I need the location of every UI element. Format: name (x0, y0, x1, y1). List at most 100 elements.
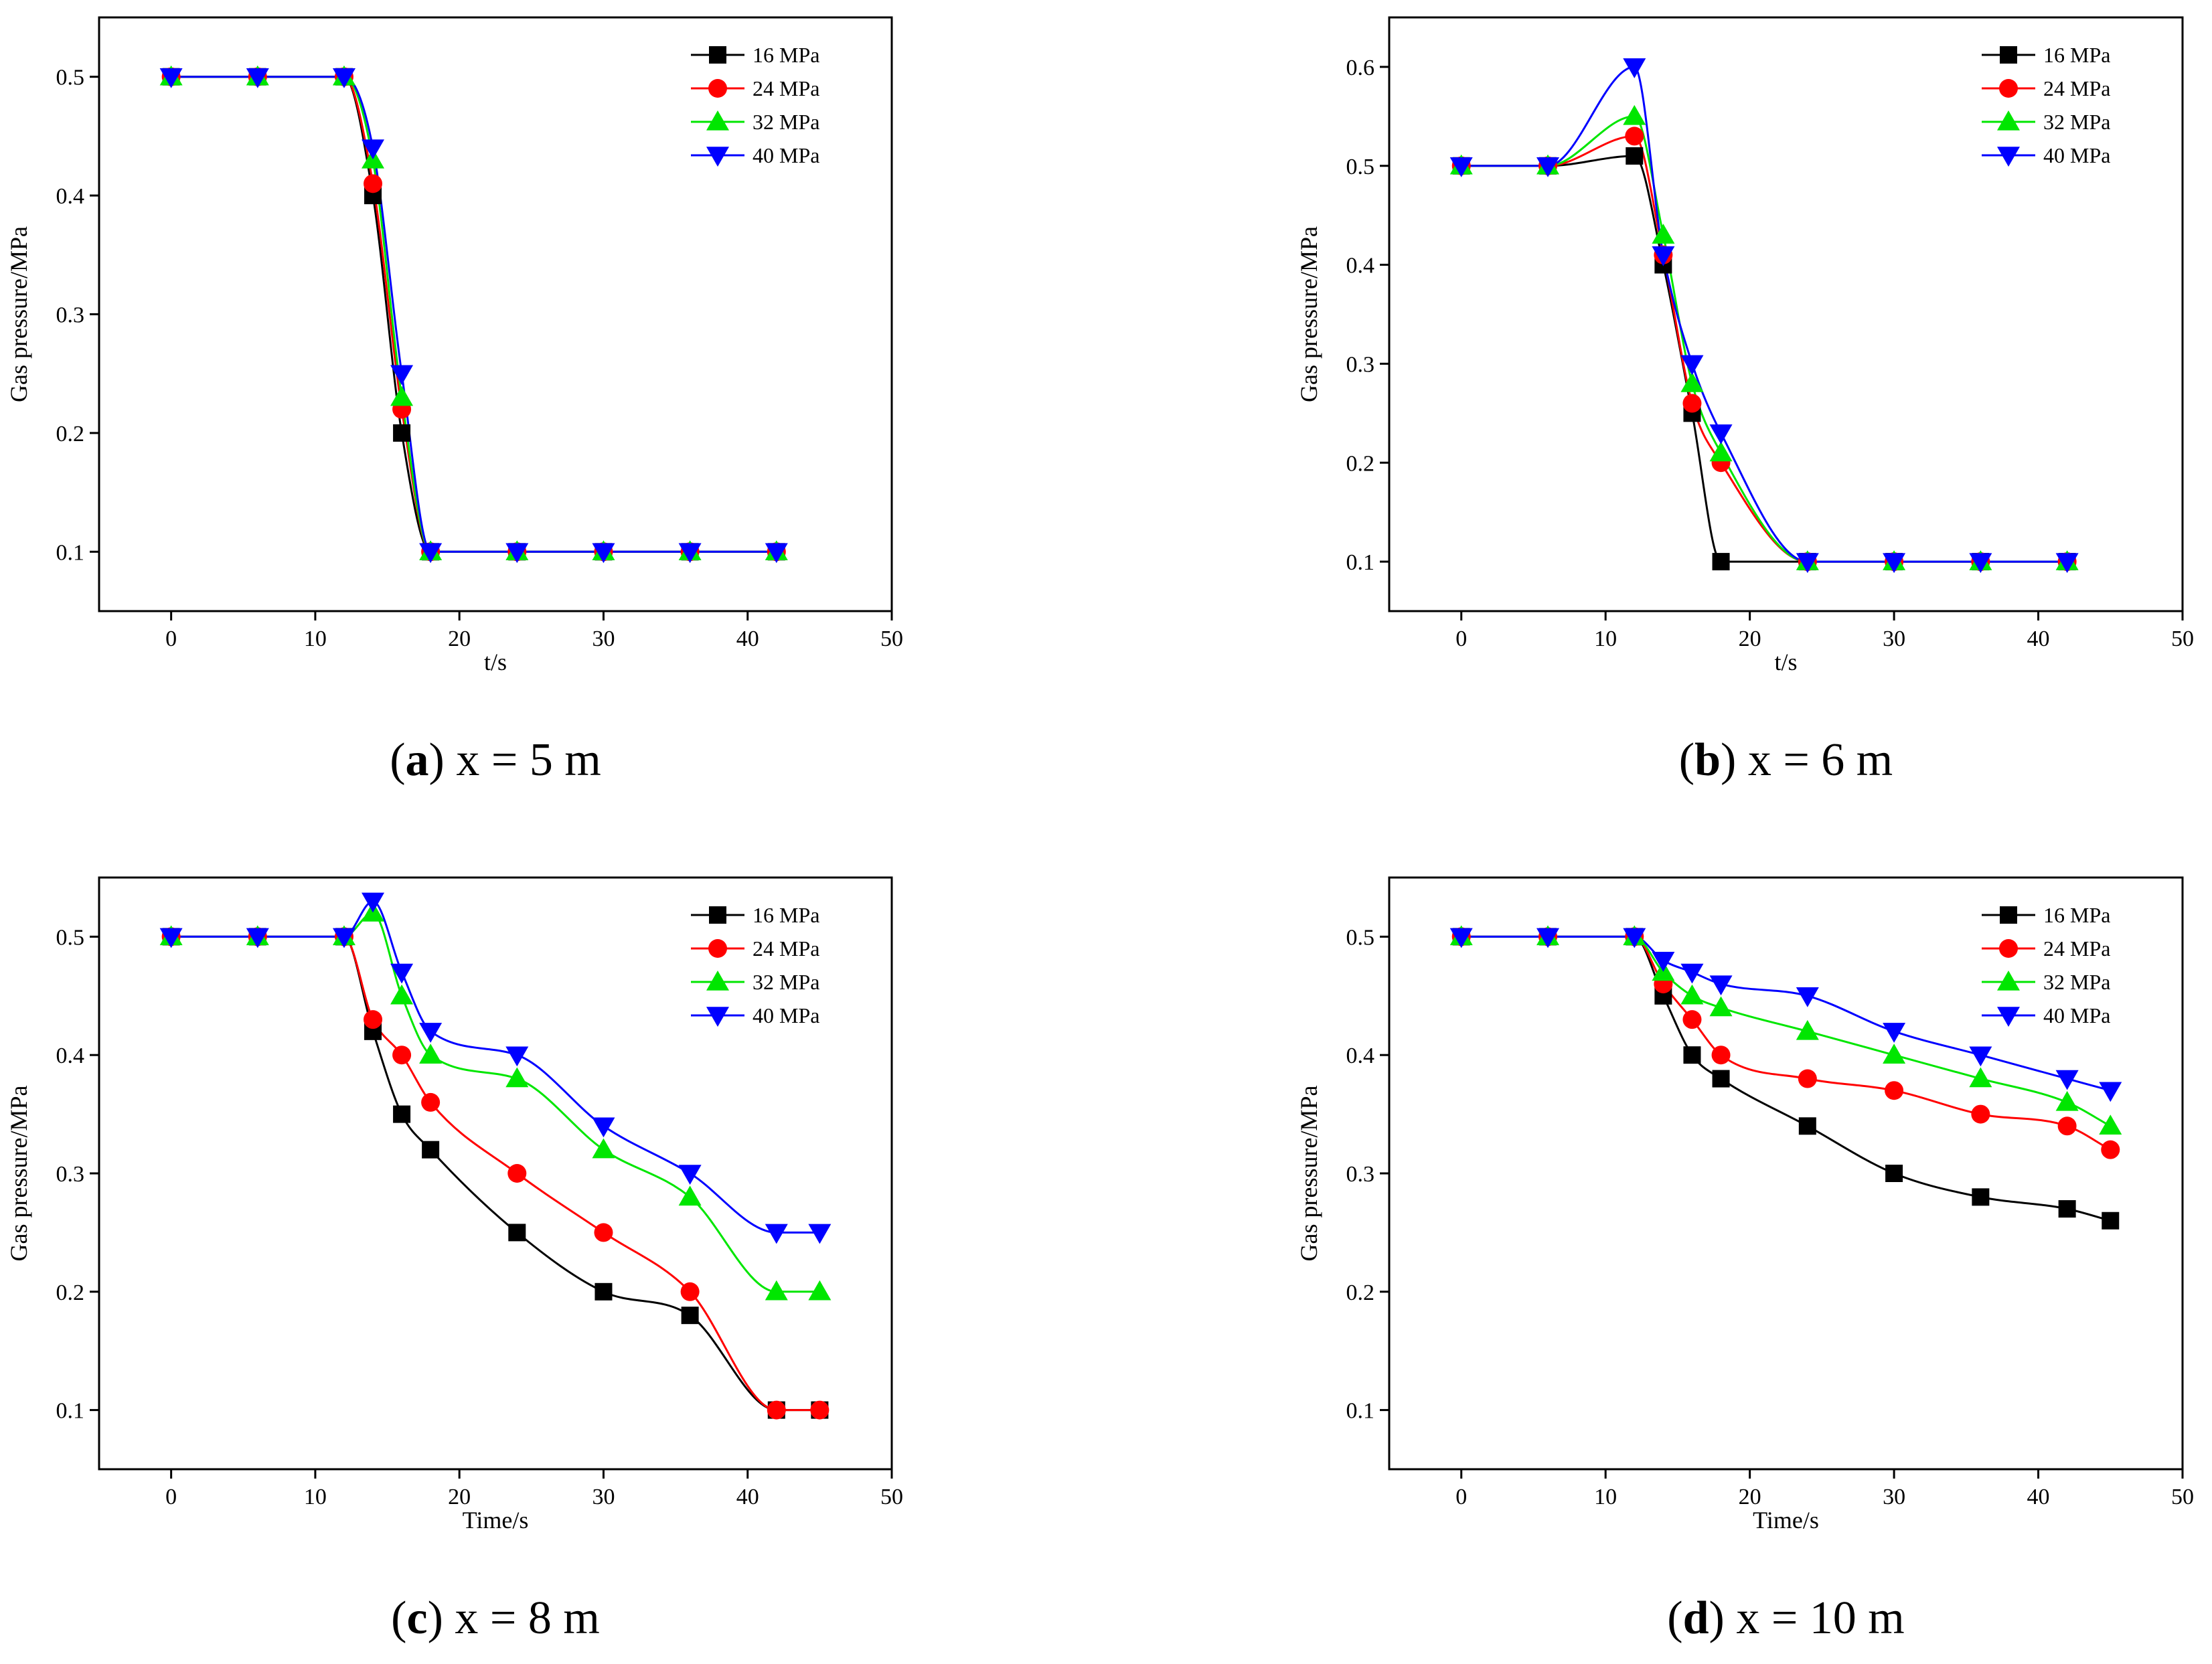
data-point-32-mpa (1883, 1044, 1906, 1064)
data-point-32-mpa (1680, 984, 1704, 1005)
legend-marker (1997, 1007, 2020, 1027)
legend-entry: 32 MPa (2043, 110, 2110, 134)
panel-caption: (d) x = 10 m (1667, 1592, 1905, 1644)
legend-marker (706, 147, 729, 167)
data-point-32-mpa (390, 386, 414, 406)
data-point-24-mpa (364, 174, 383, 193)
legend-entry: 40 MPa (2043, 1003, 2110, 1027)
data-point-16-mpa (508, 1224, 526, 1242)
x-tick-label: 50 (880, 1485, 903, 1509)
data-point-32-mpa (1652, 224, 1675, 244)
data-point-16-mpa (681, 1307, 699, 1325)
x-tick-label: 10 (1594, 627, 1617, 651)
y-tick-label: 0.1 (1346, 1399, 1375, 1424)
data-point-40-mpa (1796, 553, 1819, 574)
data-point-24-mpa (1885, 1081, 1904, 1100)
legend-marker (1999, 79, 2018, 98)
y-tick-label: 0.5 (1346, 925, 1375, 950)
x-tick-label: 30 (1883, 1485, 1905, 1509)
x-tick-label: 0 (1455, 627, 1467, 651)
data-point-32-mpa (419, 1044, 443, 1064)
legend-entry: 16 MPa (753, 43, 819, 67)
x-tick-label: 50 (2171, 627, 2194, 651)
x-tick-label: 0 (165, 1485, 177, 1509)
legend-marker (1997, 110, 2020, 131)
data-point-40-mpa (332, 68, 356, 88)
data-point-40-mpa (2055, 1070, 2079, 1090)
data-point-24-mpa (2057, 1116, 2077, 1136)
y-axis-label: Gas pressure/MPa (1295, 226, 1322, 402)
data-point-16-mpa (1972, 1188, 1990, 1206)
data-point-24-mpa (680, 1282, 700, 1301)
x-tick-label: 40 (2027, 1485, 2050, 1509)
y-tick-label: 0.6 (1346, 56, 1375, 80)
data-point-40-mpa (1709, 424, 1733, 444)
legend-marker (709, 46, 726, 64)
legend-entry: 32 MPa (753, 970, 819, 994)
data-point-40-mpa (678, 1165, 702, 1185)
y-tick-label: 0.3 (56, 303, 85, 328)
data-point-24-mpa (392, 1046, 412, 1065)
caption-letter: b (1694, 734, 1721, 786)
data-point-24-mpa (1798, 1069, 1817, 1088)
data-point-32-mpa (390, 984, 414, 1005)
data-point-40-mpa (390, 365, 414, 386)
panel-caption: (c) x = 8 m (391, 1592, 600, 1644)
caption-letter: a (406, 734, 429, 786)
legend-entry: 16 MPa (753, 903, 819, 927)
caption-letter: d (1683, 1592, 1709, 1644)
data-point-40-mpa (1449, 157, 1473, 177)
data-point-24-mpa (507, 1164, 527, 1183)
x-tick-label: 50 (880, 627, 903, 651)
x-axis-label: Time/s (463, 1507, 529, 1533)
chart-panel-a: 0 10 20 30 40 50 0.1 0.2 0.3 0.4 0.5 t/s Gas pressur… (5, 16, 903, 786)
y-tick-label: 0.3 (1346, 1162, 1375, 1187)
y-tick-label: 0.2 (1346, 451, 1375, 476)
legend-entry: 32 MPa (753, 110, 819, 134)
data-point-24-mpa (1711, 1046, 1731, 1065)
data-point-24-mpa (1682, 1010, 1702, 1029)
x-tick-label: 0 (1455, 1485, 1467, 1509)
data-point-40-mpa (1623, 928, 1646, 948)
series-line-40-mpa (171, 900, 820, 1234)
x-tick-label: 0 (165, 627, 177, 651)
data-point-24-mpa (364, 1010, 383, 1029)
y-tick-label: 0.5 (1346, 155, 1375, 179)
data-point-40-mpa (1969, 553, 1992, 574)
x-axis-label: t/s (484, 649, 507, 675)
data-point-32-mpa (1796, 1019, 1819, 1040)
data-point-16-mpa (1683, 1046, 1701, 1064)
data-point-16-mpa (1798, 1117, 1816, 1135)
data-point-16-mpa (595, 1282, 613, 1301)
data-point-40-mpa (1796, 987, 1819, 1007)
data-point-40-mpa (1680, 963, 1704, 984)
data-point-40-mpa (1883, 1023, 1906, 1043)
data-point-24-mpa (1682, 394, 1702, 413)
data-point-16-mpa (1885, 1165, 1903, 1182)
data-point-16-mpa (2058, 1200, 2076, 1218)
caption-text: x = 8 m (455, 1592, 599, 1644)
y-tick-label: 0.2 (56, 422, 85, 446)
legend-entry: 24 MPa (2043, 936, 2110, 961)
data-point-40-mpa (1652, 246, 1675, 266)
chart-panel-d: 0 10 20 30 40 50 0.1 0.2 0.3 0.4 0.5 Time/s Gas pres… (1295, 876, 2194, 1644)
y-tick-label: 0.4 (1346, 254, 1375, 278)
x-axis-label: Time/s (1753, 1507, 1819, 1533)
y-axis-label: Gas pressure/MPa (5, 1086, 32, 1262)
y-axis-label: Gas pressure/MPa (1295, 1086, 1322, 1262)
data-point-24-mpa (421, 1092, 441, 1112)
series-line-24-mpa (171, 76, 777, 553)
data-point-40-mpa (1623, 58, 1646, 78)
x-tick-label: 10 (1594, 1485, 1617, 1509)
data-point-16-mpa (2102, 1212, 2120, 1230)
y-tick-label: 0.4 (56, 1044, 85, 1068)
y-tick-label: 0.1 (56, 540, 85, 565)
data-point-40-mpa (592, 543, 615, 564)
chart-panel-c: 0 10 20 30 40 50 0.1 0.2 0.3 0.4 0.5 Time/s Gas pres… (5, 876, 903, 1644)
legend-entry: 40 MPa (753, 1003, 819, 1027)
x-tick-label: 10 (304, 627, 327, 651)
y-tick-label: 0.3 (56, 1162, 85, 1187)
data-point-40-mpa (765, 543, 788, 564)
legend-entry: 24 MPa (753, 76, 819, 100)
